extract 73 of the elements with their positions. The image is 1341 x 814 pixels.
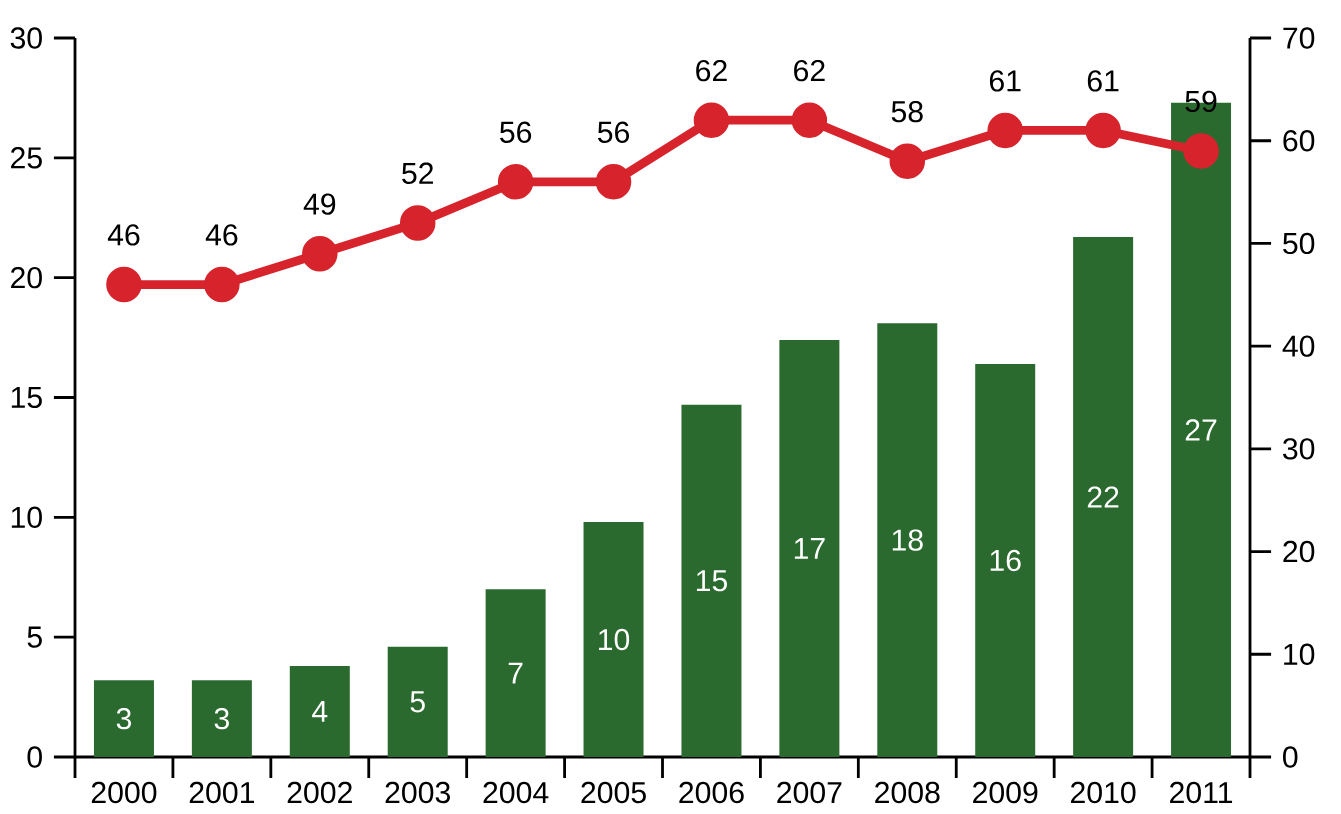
y-tick-label: 5: [27, 626, 42, 648]
point: [106, 266, 142, 303]
y-tick-label: 10: [11, 506, 42, 528]
point: [1183, 133, 1219, 169]
x-tick-label: 2000: [91, 781, 157, 804]
y2-tick-label: 0: [1283, 746, 1298, 768]
data-label: 56: [597, 121, 630, 143]
point: [791, 102, 828, 138]
bar: [975, 363, 1036, 757]
data-label: 56: [500, 121, 532, 143]
point: [399, 205, 436, 241]
y2-tick-label: 70: [1283, 27, 1315, 49]
bar: [289, 665, 350, 757]
point: [987, 112, 1023, 149]
data-label: 22: [1087, 486, 1119, 508]
point: [693, 102, 730, 138]
bar: [191, 680, 252, 757]
x-tick-label: 2001: [189, 781, 254, 804]
y2-tick-label: 50: [1283, 232, 1315, 255]
bar: [387, 646, 448, 757]
x-tick-label: 2006: [679, 781, 744, 804]
bar: [681, 404, 742, 757]
data-label: 3: [214, 707, 229, 730]
bar: [779, 339, 840, 757]
data-label: 3: [116, 707, 132, 730]
point: [889, 143, 926, 180]
bar: [1073, 236, 1134, 757]
point: [595, 164, 632, 200]
bar: [93, 680, 154, 757]
x-tick-label: 2005: [581, 781, 646, 804]
data-label: 62: [696, 59, 727, 82]
data-label: 62: [794, 59, 825, 82]
y-tick-label: 30: [10, 27, 42, 49]
y-tick-label: 0: [27, 746, 42, 768]
data-label: 17: [794, 538, 825, 559]
data-label: 18: [892, 529, 923, 551]
bar: [583, 522, 644, 757]
point: [302, 235, 338, 272]
data-label: 46: [205, 224, 238, 246]
y-tick-label: 20: [11, 266, 42, 289]
data-label: 27: [1185, 419, 1217, 441]
data-label: 46: [107, 224, 140, 246]
point: [204, 266, 240, 303]
y-tick-label: 25: [11, 147, 42, 169]
y2-tick-label: 60: [1283, 130, 1315, 152]
data-label: 5: [410, 691, 425, 713]
data-label: 61: [989, 70, 1021, 92]
y2-tick-label: 30: [1283, 438, 1315, 460]
data-label: 49: [303, 193, 336, 215]
bar: [485, 589, 546, 757]
y2-tick-label: 20: [1283, 540, 1315, 563]
data-label: 4: [312, 701, 328, 722]
bar: [877, 323, 938, 757]
data-label: 15: [696, 570, 727, 592]
data-label: 52: [402, 162, 433, 184]
y2-tick-label: 10: [1284, 643, 1315, 665]
data-label: 58: [891, 100, 923, 123]
x-tick-label: 2011: [1170, 781, 1233, 804]
x-tick-label: 2008: [875, 781, 940, 804]
x-tick-label: 2004: [483, 781, 549, 804]
point: [1085, 112, 1121, 149]
x-tick-label: 2003: [385, 781, 450, 804]
x-tick-label: 2009: [973, 781, 1038, 804]
y-tick-label: 15: [11, 386, 42, 409]
data-label: 16: [990, 549, 1021, 572]
y2-tick-label: 40: [1282, 335, 1315, 357]
x-tick-label: 2007: [777, 781, 842, 804]
x-tick-label: 2002: [287, 781, 352, 804]
data-label: 10: [599, 628, 630, 651]
data-label: 61: [1087, 70, 1119, 92]
data-label: 7: [508, 662, 523, 684]
x-tick-label: 2010: [1071, 781, 1136, 804]
point: [497, 164, 534, 200]
